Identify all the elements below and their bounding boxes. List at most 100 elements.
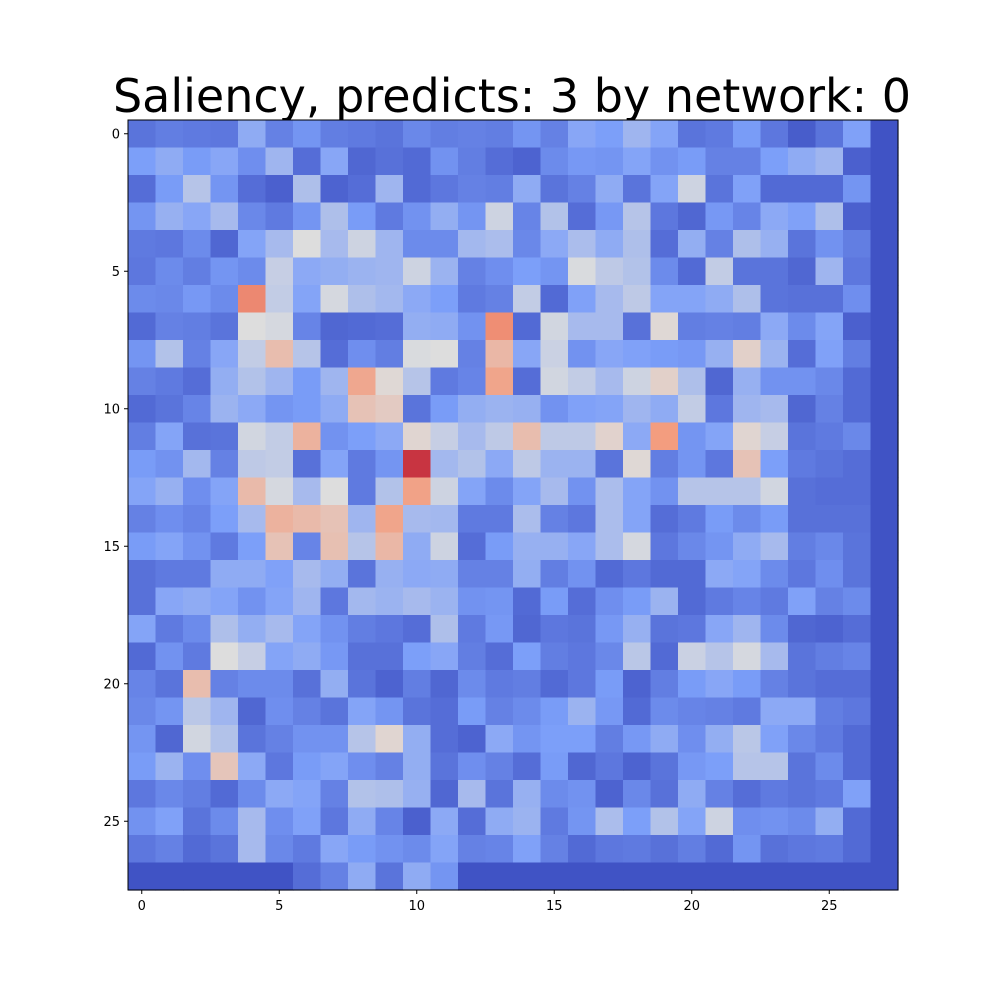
heatmap-cell xyxy=(733,340,762,369)
heatmap-cell xyxy=(210,175,239,204)
heatmap-cell xyxy=(540,450,569,479)
heatmap-cell xyxy=(210,670,239,699)
heatmap-cell xyxy=(733,285,762,314)
heatmap-cell xyxy=(705,230,734,259)
heatmap-cell xyxy=(568,670,597,699)
heatmap-cell xyxy=(705,835,734,864)
heatmap-cell xyxy=(788,120,817,149)
heatmap-cell xyxy=(540,147,569,176)
heatmap-cell xyxy=(238,147,267,176)
heatmap-cell xyxy=(210,505,239,534)
y-tick-label: 20 xyxy=(103,677,120,692)
heatmap-cell xyxy=(568,725,597,754)
heatmap-cell xyxy=(375,752,404,781)
heatmap-cell xyxy=(238,642,267,671)
heatmap-cell xyxy=(705,560,734,589)
heatmap-cell xyxy=(870,450,899,479)
heatmap-cell xyxy=(320,340,349,369)
heatmap-cell xyxy=(348,340,377,369)
heatmap-cell xyxy=(513,532,542,561)
heatmap-cell xyxy=(760,560,789,589)
heatmap-cell xyxy=(430,642,459,671)
heatmap-cell xyxy=(238,752,267,781)
heatmap-cell xyxy=(815,560,844,589)
heatmap-cell xyxy=(458,697,487,726)
heatmap-cell xyxy=(375,862,404,891)
heatmap-cell xyxy=(128,642,157,671)
heatmap-cell xyxy=(238,670,267,699)
heatmap-cell xyxy=(430,312,459,341)
heatmap-cell xyxy=(348,615,377,644)
heatmap-cell xyxy=(375,120,404,149)
y-tick-label: 25 xyxy=(103,815,120,830)
heatmap-cell xyxy=(320,560,349,589)
heatmap-cell xyxy=(320,285,349,314)
heatmap-cell xyxy=(870,257,899,286)
heatmap-cell xyxy=(210,560,239,589)
x-tick-label: 20 xyxy=(683,899,700,914)
heatmap-cell xyxy=(485,422,514,451)
heatmap-cell xyxy=(348,450,377,479)
heatmap-cell xyxy=(788,505,817,534)
heatmap-cell xyxy=(183,285,212,314)
heatmap-cell xyxy=(760,395,789,424)
heatmap-cell xyxy=(678,697,707,726)
heatmap-cell xyxy=(760,340,789,369)
heatmap-cell xyxy=(595,697,624,726)
heatmap-cell xyxy=(430,560,459,589)
heatmap-cell xyxy=(623,285,652,314)
heatmap-cell xyxy=(733,395,762,424)
heatmap-cell xyxy=(760,367,789,396)
heatmap-cell xyxy=(870,560,899,589)
heatmap-cell xyxy=(815,395,844,424)
heatmap-cell xyxy=(485,862,514,891)
heatmap-cell xyxy=(128,752,157,781)
heatmap-cell xyxy=(155,395,184,424)
heatmap-cell xyxy=(155,202,184,231)
heatmap-cell xyxy=(650,175,679,204)
heatmap-cell xyxy=(375,367,404,396)
heatmap-cell xyxy=(485,835,514,864)
heatmap-cell xyxy=(238,422,267,451)
heatmap-cell xyxy=(348,395,377,424)
heatmap-cell xyxy=(430,340,459,369)
heatmap-cell xyxy=(320,642,349,671)
heatmap-cell xyxy=(760,202,789,231)
heatmap-cell xyxy=(210,697,239,726)
heatmap-cell xyxy=(293,312,322,341)
heatmap-cell xyxy=(403,285,432,314)
x-tick-label: 5 xyxy=(275,899,283,914)
heatmap-cell xyxy=(870,862,899,891)
heatmap-cell xyxy=(678,587,707,616)
heatmap-cell xyxy=(733,147,762,176)
heatmap-cell xyxy=(513,807,542,836)
heatmap-cell xyxy=(788,587,817,616)
heatmap-cell xyxy=(348,230,377,259)
heatmap-cell xyxy=(485,807,514,836)
heatmap-cell xyxy=(760,807,789,836)
heatmap-cell xyxy=(760,505,789,534)
heatmap-cell xyxy=(870,147,899,176)
heatmap-cell xyxy=(760,422,789,451)
heatmap-cell xyxy=(843,615,872,644)
heatmap-cell xyxy=(430,697,459,726)
heatmap-cell xyxy=(595,175,624,204)
heatmap-cell xyxy=(623,587,652,616)
heatmap-cell xyxy=(705,477,734,506)
heatmap-cell xyxy=(870,615,899,644)
heatmap-cell xyxy=(183,147,212,176)
heatmap-cell xyxy=(843,340,872,369)
heatmap-cell xyxy=(733,202,762,231)
heatmap-cell xyxy=(815,505,844,534)
heatmap-cell xyxy=(568,642,597,671)
heatmap-cell xyxy=(375,477,404,506)
heatmap-cell xyxy=(595,450,624,479)
heatmap-cell xyxy=(815,312,844,341)
heatmap-cell xyxy=(843,725,872,754)
heatmap-cell xyxy=(265,587,294,616)
heatmap-cell xyxy=(815,230,844,259)
heatmap-cell xyxy=(788,670,817,699)
heatmap-cell xyxy=(650,560,679,589)
heatmap-cell xyxy=(513,340,542,369)
